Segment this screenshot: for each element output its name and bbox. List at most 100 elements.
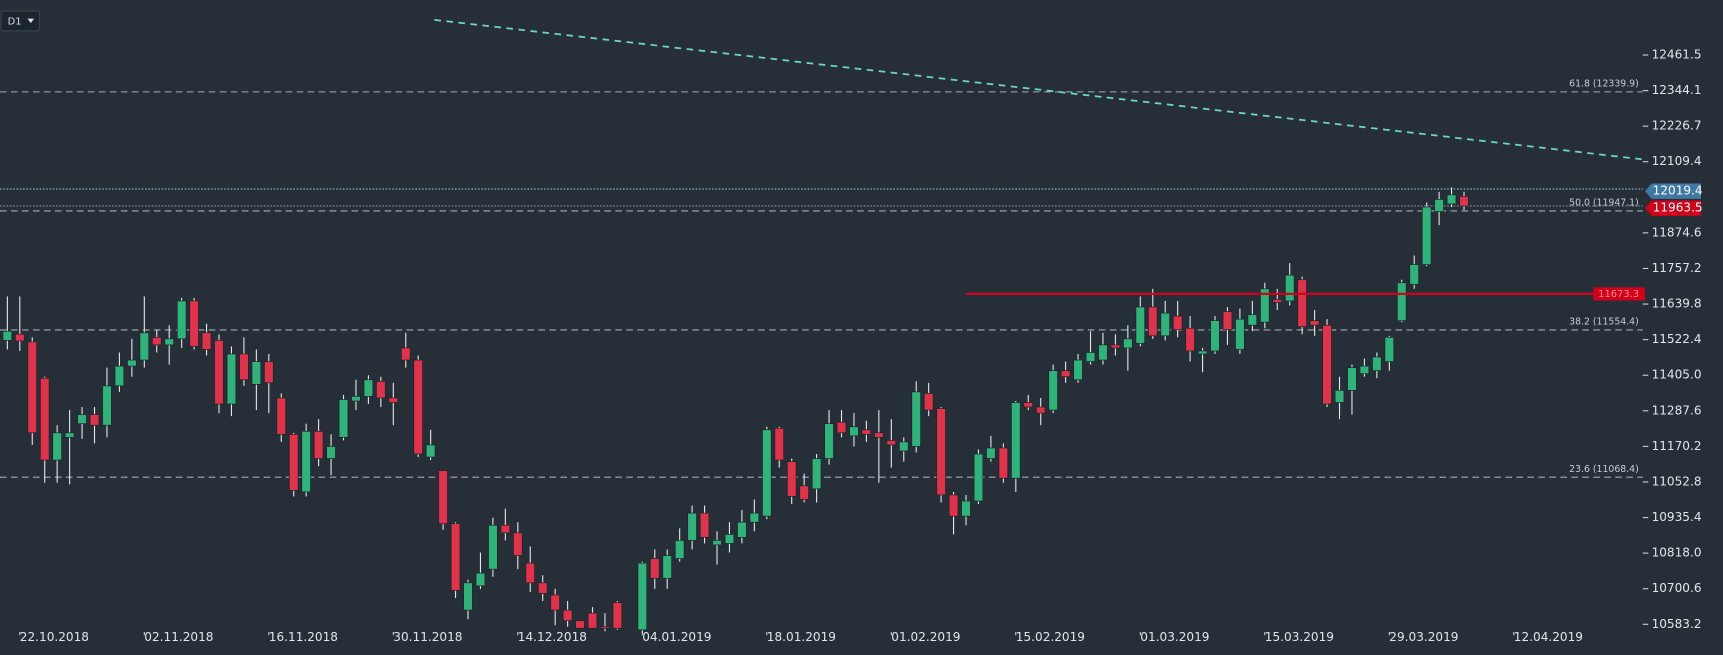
fib-level-label: 61.8 (12339.9) [1569,79,1639,90]
x-tick-label: 01.02.2019 [891,630,960,644]
candle-body [762,429,772,517]
timeframe-selector[interactable]: D1 [0,10,41,32]
x-tick-label: 15.02.2019 [1016,630,1085,644]
fib-level-label: 50.0 (11947.1) [1569,198,1639,209]
candle-body [351,396,361,402]
candle-body [1297,279,1307,328]
candle-body [1172,315,1183,331]
candle-body [650,558,660,579]
candle-body [687,512,697,541]
candle-body [513,532,523,556]
candle-body [2,330,13,341]
candle-body [1309,320,1320,326]
candle-body [836,421,847,434]
candle-body [824,423,834,459]
candle-body [724,533,735,544]
candle-body [799,485,809,500]
candle-body [998,447,1009,479]
horizontal-line-label: 11673.3 [1598,289,1639,300]
candle-body [1210,320,1220,352]
candle-body [89,414,100,426]
candle-body [1222,311,1233,331]
candle-body [637,562,648,631]
candle-body [1085,352,1096,362]
candle-body [1359,365,1370,375]
candle-body [1235,318,1245,350]
candle-body [139,332,150,361]
x-tick-label: 04.01.2019 [642,630,711,644]
candle-body [488,524,498,570]
candle-body [338,399,349,438]
candle-body [64,432,75,438]
candle-body [749,512,760,523]
candle-body [1434,199,1444,212]
candle-body [114,365,125,387]
candle-body [525,562,535,584]
candle-body [600,626,610,629]
candle-body [226,353,237,405]
candle-body [1260,288,1270,323]
candle-body [562,609,573,622]
candle-body [986,447,996,459]
y-tick-label: 12226.7 [1652,119,1702,133]
candle-body [1372,356,1382,371]
candle-body [811,458,822,490]
y-tick-label: 11522.4 [1652,332,1702,346]
candle-body [886,440,897,446]
candle-body [313,430,324,459]
x-tick-label: 30.11.2018 [393,630,462,644]
candle-body [1185,327,1195,352]
candle-body [911,391,921,447]
timeframe-label[interactable]: D1 [8,16,22,27]
candle-body [450,523,461,591]
candle-body [1347,367,1357,391]
candle-body [662,555,672,579]
y-tick-label: 10935.4 [1652,510,1702,524]
x-tick-label: 16.11.2018 [269,630,338,644]
candle-body [376,380,386,399]
candle-body [774,427,784,461]
trendline [434,18,1644,161]
x-tick-label: 15.03.2019 [1265,630,1334,644]
y-tick-label: 11405.0 [1652,368,1702,382]
price-tag-label: 11963.5 [1653,201,1703,215]
candle-body [1123,338,1133,349]
candle-body [923,393,934,411]
candle-body [201,332,212,350]
candle-body [500,524,511,534]
candle-body [674,540,685,559]
dropdown-arrow[interactable] [27,18,35,24]
candle-body [1459,196,1469,207]
y-tick-label: 11874.6 [1652,225,1702,239]
horizontal-line-tag [1593,287,1645,301]
candle-body [176,300,187,340]
candle-body [52,432,62,461]
candle-body [152,336,162,346]
candle-body [77,414,87,425]
candle-body [463,582,473,611]
fib-level-label: 23.6 (11068.4) [1569,464,1639,475]
candle-body [264,361,274,384]
x-tick-label: 02.11.2018 [144,630,213,644]
x-tick-label: 29.03.2019 [1389,630,1458,644]
candle-body [699,512,710,538]
candle-body [127,359,137,367]
candle-body [1384,336,1395,362]
candle-body [239,353,249,381]
timeframe-box[interactable] [0,10,41,32]
candle-body [1446,194,1457,205]
candle-body [301,430,311,493]
candle-body [1110,344,1121,349]
candle-body [936,408,946,496]
candle-body [438,470,448,525]
candle-body [587,612,598,629]
candle-body [27,341,37,434]
candle-body [288,433,299,491]
candle-body [1284,274,1295,302]
x-tick-label: 18.01.2019 [767,630,836,644]
candle-body [475,572,486,587]
candle-body [537,582,548,594]
candle-body [425,444,436,458]
